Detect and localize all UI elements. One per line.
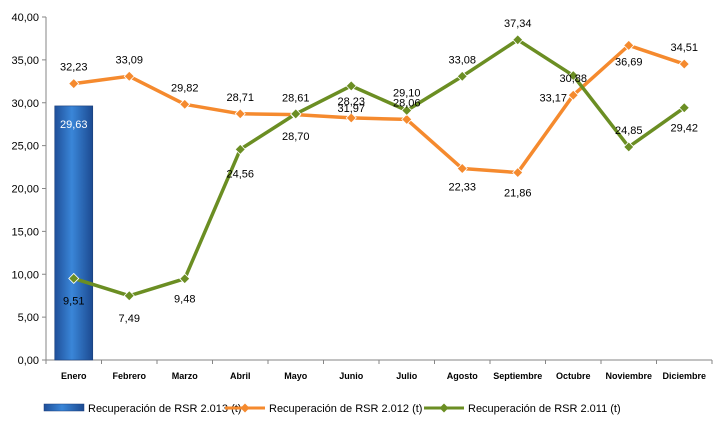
legend-label: Recuperación de RSR 2.012 (t) <box>269 403 422 415</box>
line-data-label: 29,42 <box>670 123 698 135</box>
bar-data-label: 29,63 <box>60 119 88 131</box>
legend-label: Recuperación de RSR 2.013 (t) <box>88 403 241 415</box>
series-marker <box>567 70 579 82</box>
data-labels: 29,63 32,23 33,09 29,82 28,71 28,61 28,23 28,06… <box>60 18 698 325</box>
x-tick-label: Julio <box>396 371 418 381</box>
line-data-label: 37,34 <box>504 18 532 30</box>
line-data-label: 28,06 <box>393 97 421 109</box>
line-data-label: 21,86 <box>504 188 532 200</box>
line-data-label: 7,49 <box>119 313 140 325</box>
series-marker <box>567 89 579 101</box>
line-data-label: 33,09 <box>115 54 143 66</box>
series-marker <box>623 141 635 153</box>
series-marker <box>678 102 690 114</box>
bar <box>54 105 94 361</box>
series-marker <box>456 70 468 82</box>
legend-label: Recuperación de RSR 2.011 (t) <box>468 403 621 415</box>
legend-marker <box>439 403 449 413</box>
line-data-label: 24,85 <box>615 125 643 137</box>
line-data-label: 36,69 <box>615 56 643 68</box>
series-line <box>73 43 685 175</box>
line-data-label: 24,56 <box>226 168 254 180</box>
legend-swatch <box>43 403 85 412</box>
y-tick-label: 30,00 <box>11 98 39 110</box>
line-data-label: 32,23 <box>60 62 88 74</box>
line-data-label: 31,97 <box>337 103 365 115</box>
series-marker <box>234 108 246 120</box>
line-data-label: 34,51 <box>670 42 698 54</box>
series-line <box>73 38 686 298</box>
x-tick-label: Mayo <box>284 371 308 381</box>
x-tick-label: Marzo <box>172 371 199 381</box>
line-data-label: 33,17 <box>539 93 567 105</box>
series-marker <box>68 78 80 90</box>
series-markers <box>68 34 690 302</box>
series-marker <box>123 70 135 82</box>
series-marker <box>345 112 357 124</box>
legend: Recuperación de RSR 2.013 (t) Recuperació… <box>43 403 621 415</box>
bars <box>54 105 94 361</box>
line-data-label: 9,51 <box>63 295 84 307</box>
x-tick-label: Enero <box>61 371 87 381</box>
line-data-label: 30,88 <box>559 73 587 85</box>
y-tick-label: 0,00 <box>18 355 39 367</box>
series-marker <box>512 166 524 179</box>
x-tick-label: Noviembre <box>605 371 652 381</box>
line-data-label: 28,23 <box>337 96 365 108</box>
series-marker <box>512 34 524 46</box>
series-lines <box>73 38 686 298</box>
line-data-label: 22,33 <box>448 182 476 194</box>
x-tick-label: Octubre <box>556 371 591 381</box>
x-tick-label: Junio <box>339 371 364 381</box>
line-data-label: 9,48 <box>174 294 195 306</box>
axes: 0,00 5,00 10,00 15,00 20,00 25,00 30,00 35,00 40… <box>11 12 713 381</box>
series-marker <box>68 272 80 285</box>
y-tick-label: 10,00 <box>11 269 39 281</box>
series-marker <box>123 290 135 302</box>
line-data-label: 33,08 <box>448 54 476 66</box>
y-tick-label: 35,00 <box>11 55 39 67</box>
series-marker <box>290 108 302 120</box>
y-tick-label: 5,00 <box>18 312 39 324</box>
x-tick-label: Febrero <box>112 371 146 381</box>
series-marker <box>401 104 413 117</box>
y-tick-label: 40,00 <box>11 12 39 24</box>
line-data-label: 28,61 <box>282 93 310 105</box>
series-marker <box>456 162 468 175</box>
series-marker <box>623 39 635 51</box>
x-tick-label: Diciembre <box>662 371 706 381</box>
series-marker <box>345 80 357 92</box>
x-tick-label: Septiembre <box>493 371 542 381</box>
line-data-label: 29,10 <box>393 87 421 99</box>
series-marker <box>179 98 191 110</box>
line-data-label: 29,82 <box>171 82 199 94</box>
y-tick-label: 20,00 <box>11 184 39 196</box>
series-marker <box>179 273 191 285</box>
series-marker <box>401 113 413 125</box>
x-tick-label: Agosto <box>447 371 478 381</box>
series-marker <box>678 58 690 70</box>
line-data-label: 28,71 <box>226 92 254 104</box>
y-tick-label: 25,00 <box>11 141 39 153</box>
x-tick-label: Abril <box>230 371 251 381</box>
series-marker <box>234 143 246 155</box>
y-tick-label: 15,00 <box>11 226 39 238</box>
legend-marker <box>240 403 250 413</box>
line-data-label: 28,70 <box>282 131 310 143</box>
